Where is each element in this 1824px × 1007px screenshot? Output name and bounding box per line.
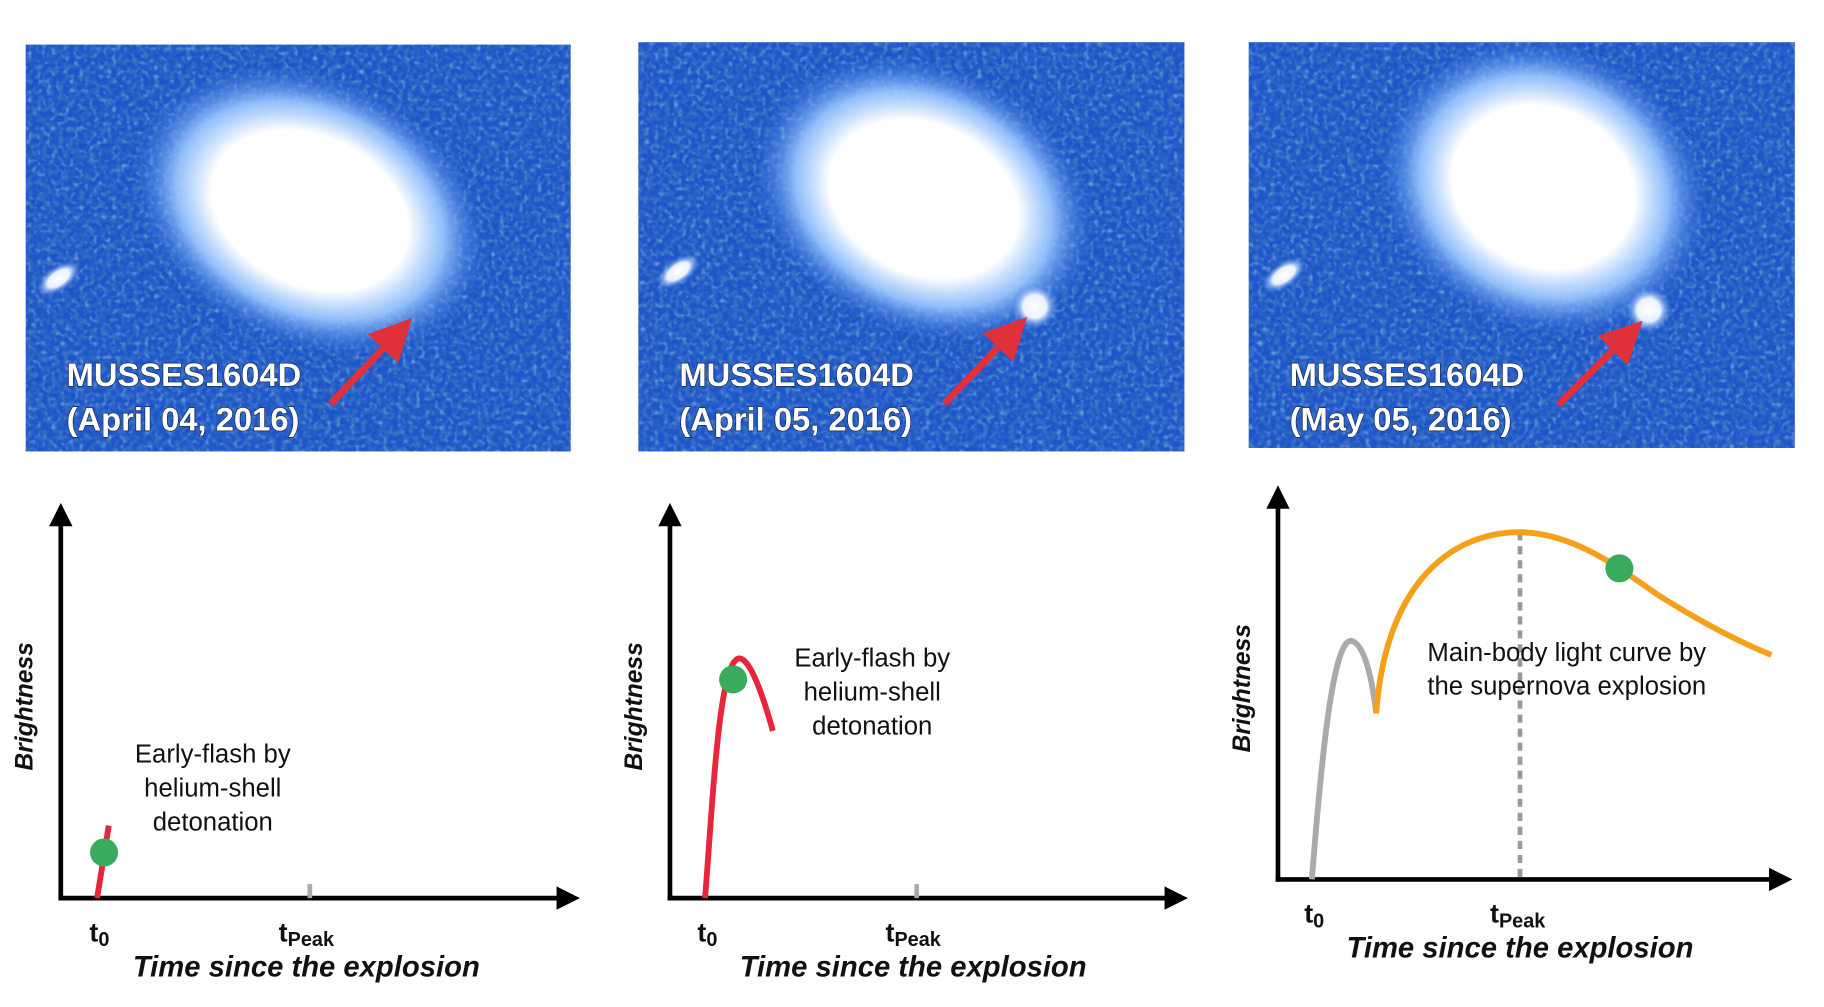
observation-dot xyxy=(719,665,748,694)
annotation: detonation xyxy=(812,712,932,740)
y-axis-label: Brightness xyxy=(621,642,648,770)
x-tick-label: tPeak xyxy=(279,917,335,951)
light-curve xyxy=(1373,529,1773,714)
panel: MUSSES1604D (April 04, 2016) Brightness Tim… xyxy=(12,44,580,983)
arrow xyxy=(328,318,413,406)
galaxy xyxy=(752,54,1095,344)
y-axis-label: Brightness xyxy=(12,642,39,770)
tick-base: t xyxy=(697,917,706,947)
caption-name: MUSSES1604D xyxy=(67,356,302,393)
satellite xyxy=(36,260,81,297)
x-axis-label: Time since the explosion xyxy=(133,951,480,983)
tick-base: t xyxy=(885,917,894,947)
caption-name: MUSSES1604D xyxy=(679,356,914,393)
annotation: the supernova explosion xyxy=(1427,673,1706,701)
annotation: Early-flash by xyxy=(135,740,291,768)
galaxy xyxy=(131,64,489,357)
annotation: Main-body light curve by xyxy=(1427,639,1706,667)
tick-sub: Peak xyxy=(894,929,941,951)
observation-dot xyxy=(1605,554,1634,583)
panel: MUSSES1604D (April 05, 2016) Brightness Tim… xyxy=(621,42,1188,983)
x-tick-label: t0 xyxy=(697,917,717,951)
tick-base: t xyxy=(1304,899,1313,929)
caption-date: (April 05, 2016) xyxy=(679,400,912,437)
annotation: helium-shell xyxy=(804,679,941,707)
arrow xyxy=(942,316,1028,406)
annotation: helium-shell xyxy=(144,774,281,802)
caption-name: MUSSES1604D xyxy=(1290,356,1525,393)
y-axis-label: Brightness xyxy=(1229,624,1256,752)
caption-date: (April 04, 2016) xyxy=(67,400,300,437)
satellite xyxy=(655,253,701,290)
annotation: detonation xyxy=(153,808,273,836)
tick-base: t xyxy=(1490,899,1499,929)
tick-sub: 0 xyxy=(98,929,109,951)
caption-date: (May 05, 2016) xyxy=(1290,400,1512,437)
x-tick-label: tPeak xyxy=(1490,899,1546,933)
arrow xyxy=(1556,320,1643,408)
tick-sub: 0 xyxy=(1313,910,1324,932)
galaxy xyxy=(1378,38,1709,337)
satellite xyxy=(1261,256,1307,294)
tick-base: t xyxy=(89,917,98,947)
x-axis-label: Time since the explosion xyxy=(740,951,1087,983)
observation-dot xyxy=(90,838,119,867)
tick-sub: 0 xyxy=(706,929,717,951)
x-tick-label: t0 xyxy=(1304,899,1324,933)
supernova xyxy=(1625,286,1672,334)
tick-sub: Peak xyxy=(1499,910,1546,932)
tick-base: t xyxy=(279,917,288,947)
annotation: Early-flash by xyxy=(794,645,950,673)
x-axis-label: Time since the explosion xyxy=(1347,933,1694,965)
panel: MUSSES1604D (May 05, 2016) Brightness Time … xyxy=(1229,38,1795,965)
x-tick-label: tPeak xyxy=(885,917,941,951)
light-curve xyxy=(702,655,776,899)
tick-sub: Peak xyxy=(288,929,335,951)
supernova xyxy=(1011,283,1059,330)
light-curve xyxy=(1308,637,1380,880)
x-tick-label: t0 xyxy=(89,917,109,951)
